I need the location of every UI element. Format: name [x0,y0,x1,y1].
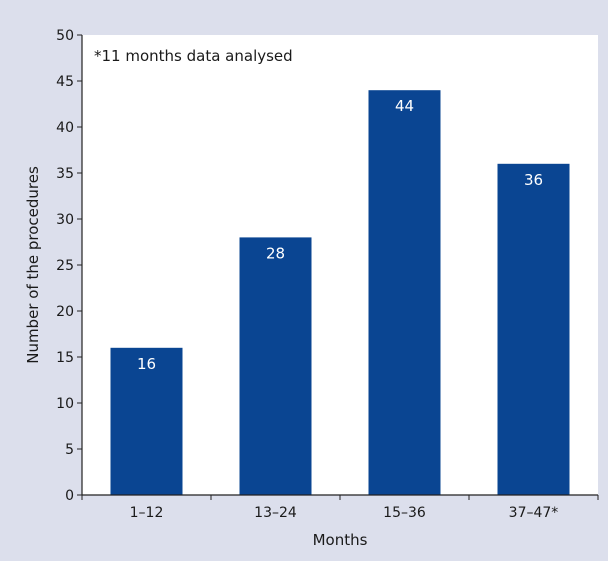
axes-layer: 0 5 10 15 20 25 30 35 40 45 50 1–12 13–24 15–36 37–47* [56,28,599,521]
bar-value-label-2: 28 [266,244,285,262]
bar-value-label-1: 16 [137,355,156,373]
y-tick-label-25: 25 [56,258,74,274]
x-tick-label-4: 37–47* [509,505,559,521]
x-tick-label-2: 13–24 [254,505,297,521]
y-tick-label-10: 10 [56,396,74,412]
bars-layer: 16 28 44 36 [110,90,570,496]
bar-4 [497,163,570,496]
y-tick-label-50: 50 [56,28,74,44]
chart-annotation: *11 months data analysed [94,47,293,65]
bar-value-label-3: 44 [395,97,414,115]
y-tick-label-15: 15 [56,350,74,366]
x-tick-label-3: 15–36 [383,505,426,521]
x-tick-label-1: 1–12 [130,505,164,521]
bar-2 [239,237,312,495]
bar-1 [110,347,183,495]
x-axis-label: Months [313,531,368,549]
y-axis-label: Number of the procedures [24,166,42,364]
y-tick-label-5: 5 [65,442,74,458]
bar-value-label-4: 36 [524,171,543,189]
y-tick-label-45: 45 [56,74,74,90]
y-tick-label-40: 40 [56,120,74,136]
y-tick-label-30: 30 [56,212,74,228]
y-tick-label-0: 0 [65,488,74,504]
y-tick-label-20: 20 [56,304,74,320]
bar-3 [368,90,441,495]
y-tick-label-35: 35 [56,166,74,182]
